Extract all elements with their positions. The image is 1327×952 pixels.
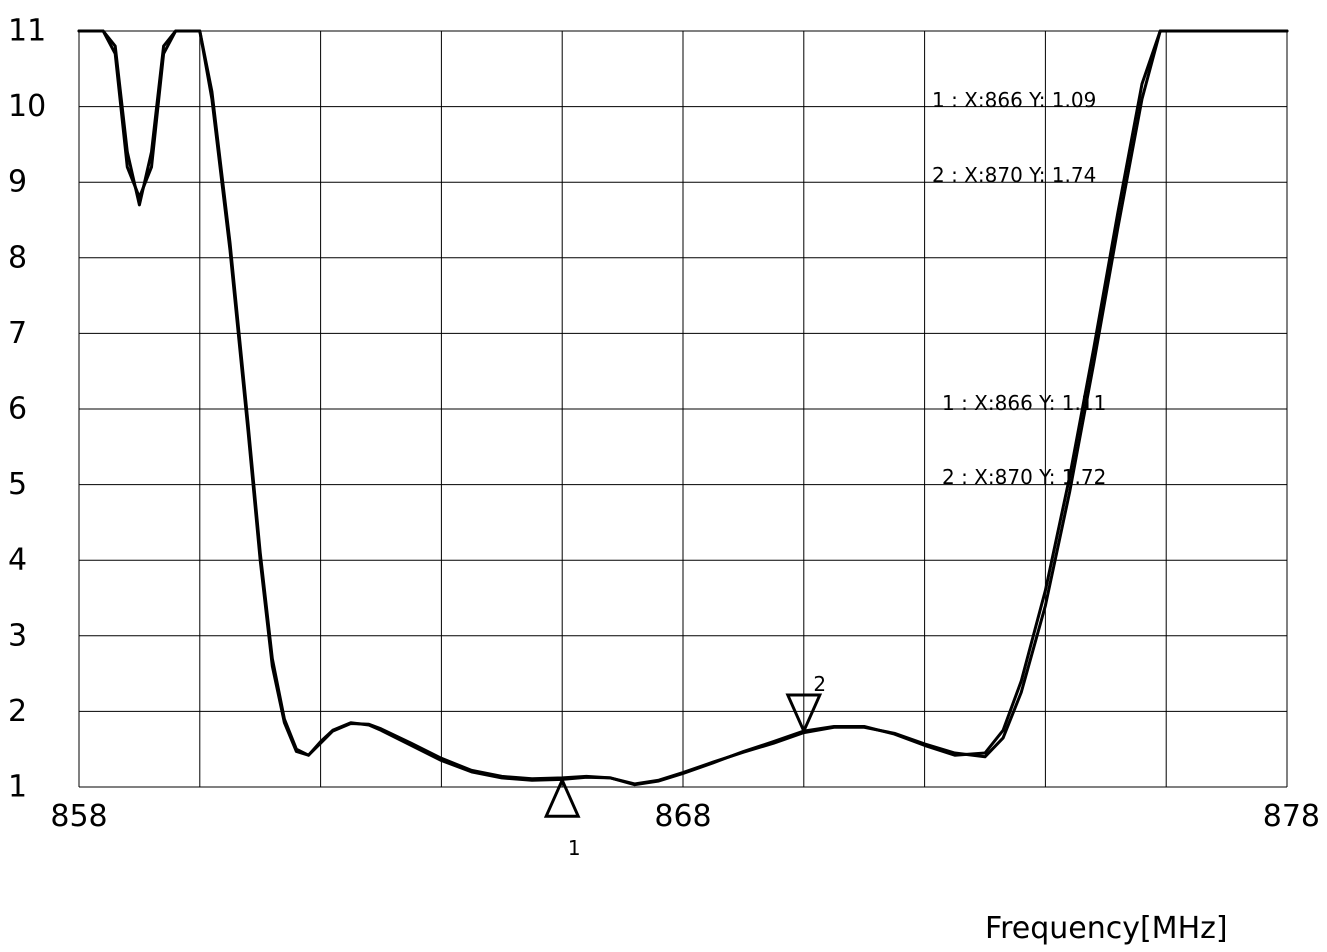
grid	[78, 30, 1288, 788]
y-tick-label: 10	[8, 89, 46, 124]
marker-2-triangle	[785, 693, 823, 735]
marker-readout-1-a: 1 : X:866 Y: 1.09	[932, 88, 1096, 112]
markers: 12	[543, 672, 826, 860]
y-tick-label: 4	[8, 543, 27, 578]
marker-1-triangle	[543, 776, 581, 818]
x-tick-label: 878	[1263, 799, 1320, 834]
marker-readouts: 1 : X:866 Y: 1.09 2 : X:870 Y: 1.74 1 : …	[932, 88, 1106, 489]
traces	[77, 29, 1289, 787]
y-tick-label: 5	[8, 467, 27, 502]
marker-readout-2-a: 2 : X:870 Y: 1.74	[932, 163, 1096, 187]
marker-1-label: 1	[568, 836, 581, 860]
y-tick-label: 8	[8, 240, 27, 275]
x-axis-label: Frequency[MHz]	[985, 911, 1228, 946]
x-tick-label: 858	[50, 799, 107, 834]
y-tick-labels: 1 2 3 4 5 6 7 8 9 10 11	[8, 14, 46, 805]
marker-readout-2-b: 2 : X:870 Y: 1.72	[942, 465, 1106, 489]
y-tick-label: 6	[8, 392, 27, 427]
x-tick-labels: 858 868 878	[50, 799, 1320, 834]
y-tick-label: 9	[8, 165, 27, 200]
y-tick-label: 11	[8, 14, 46, 49]
marker-2-label: 2	[813, 672, 826, 696]
y-tick-label: 7	[8, 316, 27, 351]
y-tick-label: 1	[8, 770, 27, 805]
trace-2	[77, 29, 1289, 786]
marker-readout-1-b: 1 : X:866 Y: 1.11	[942, 391, 1106, 415]
y-tick-label: 3	[8, 618, 27, 653]
y-tick-label: 2	[8, 694, 27, 729]
x-tick-label: 868	[654, 799, 711, 834]
